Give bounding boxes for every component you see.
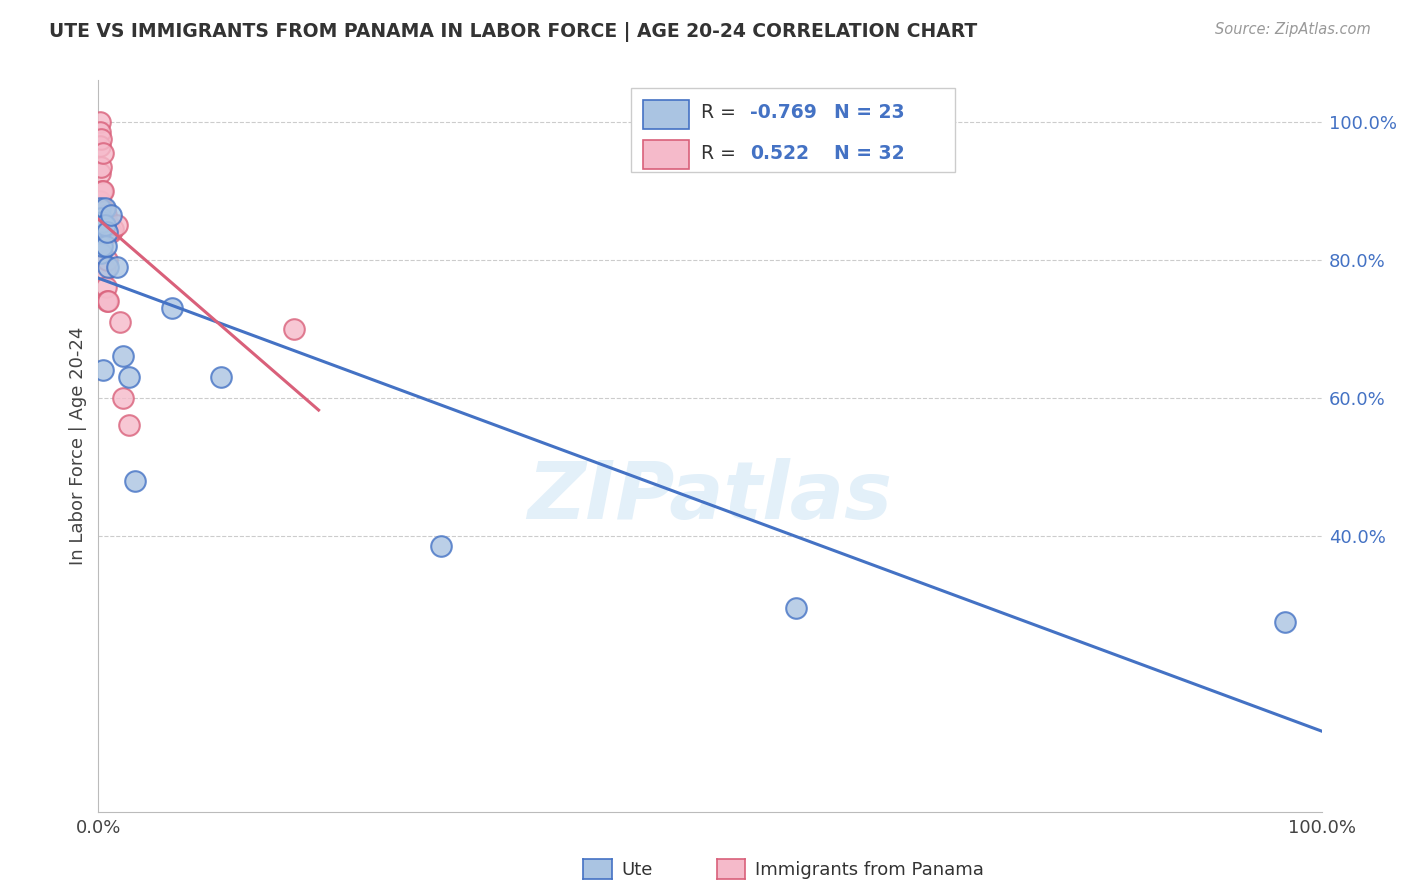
Point: [90, 211, 112, 226]
Point: [90, 245, 112, 260]
Text: Ute: Ute: [621, 861, 652, 879]
Text: ZIPatlas: ZIPatlas: [527, 458, 893, 536]
Text: N = 23: N = 23: [834, 103, 904, 122]
Text: Immigrants from Panama: Immigrants from Panama: [755, 861, 984, 879]
Point: [89, 201, 111, 215]
Point: [91, 184, 114, 198]
Point: [105, 218, 128, 232]
Point: [94, 208, 117, 222]
Text: Source: ZipAtlas.com: Source: ZipAtlas.com: [1215, 22, 1371, 37]
FancyBboxPatch shape: [643, 140, 689, 169]
Point: [124, 474, 146, 488]
Point: [209, 370, 232, 384]
Point: [97, 218, 120, 232]
Text: 0.522: 0.522: [751, 144, 810, 162]
Point: [118, 418, 141, 433]
Point: [91, 215, 114, 229]
Point: [91, 239, 114, 253]
Point: [94, 239, 117, 253]
Point: [118, 370, 141, 384]
Point: [91, 363, 114, 377]
Y-axis label: In Labor Force | Age 20-24: In Labor Force | Age 20-24: [69, 326, 87, 566]
Point: [89, 194, 111, 208]
Point: [160, 301, 183, 315]
FancyBboxPatch shape: [630, 87, 955, 171]
Text: R =: R =: [702, 103, 742, 122]
Point: [93, 204, 115, 219]
Point: [93, 218, 115, 232]
Point: [89, 225, 111, 239]
Point: [91, 204, 114, 219]
Point: [96, 294, 118, 309]
Point: [91, 145, 114, 160]
Point: [93, 263, 115, 277]
Point: [1274, 615, 1296, 629]
Text: UTE VS IMMIGRANTS FROM PANAMA IN LABOR FORCE | AGE 20-24 CORRELATION CHART: UTE VS IMMIGRANTS FROM PANAMA IN LABOR F…: [49, 22, 977, 42]
Point: [89, 114, 111, 128]
Point: [91, 184, 114, 198]
Point: [91, 221, 114, 235]
Text: N = 32: N = 32: [834, 144, 904, 162]
Point: [91, 225, 114, 239]
Point: [90, 132, 112, 146]
Point: [89, 138, 111, 153]
FancyBboxPatch shape: [643, 100, 689, 129]
Point: [90, 160, 112, 174]
Point: [110, 315, 132, 329]
Point: [111, 391, 134, 405]
Point: [97, 294, 120, 309]
Point: [89, 166, 111, 180]
Point: [100, 208, 122, 222]
Point: [430, 539, 453, 553]
Point: [96, 225, 118, 239]
Point: [96, 252, 118, 267]
Point: [111, 349, 134, 363]
Point: [283, 321, 305, 335]
Point: [105, 260, 128, 274]
Text: -0.769: -0.769: [751, 103, 817, 122]
Point: [785, 601, 807, 615]
Text: R =: R =: [702, 144, 748, 162]
Point: [93, 201, 115, 215]
Point: [90, 201, 112, 215]
Point: [100, 225, 122, 239]
Point: [97, 260, 120, 274]
Point: [94, 280, 117, 294]
Point: [101, 221, 124, 235]
Point: [89, 125, 111, 139]
